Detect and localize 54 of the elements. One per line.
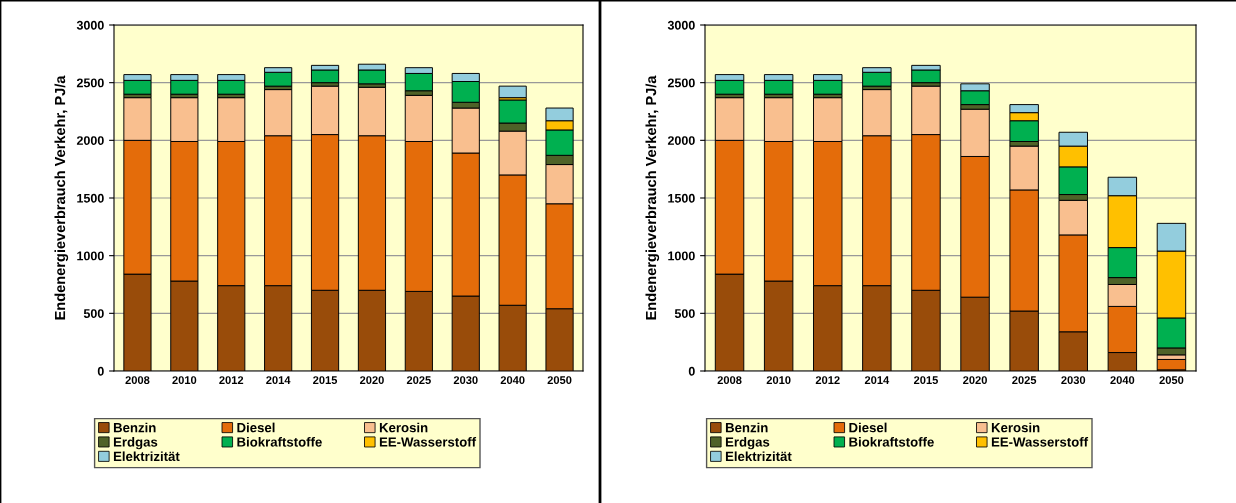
x-tick-label: 2030 <box>1061 376 1086 385</box>
x-tick-label: 2015 <box>913 376 938 385</box>
y-tick-label: 2500 <box>667 78 695 88</box>
legend-label: Elektrizität <box>725 451 792 462</box>
bar <box>264 71 293 87</box>
x-tick-label: 2012 <box>219 376 244 385</box>
y-tick-label: 2500 <box>76 78 104 88</box>
x-tick-label: 2050 <box>1159 376 1184 385</box>
y-axis-title: Endenergieverbrauch Verkehr, PJ/a <box>54 75 69 320</box>
x-tick-label: 2014 <box>266 376 291 385</box>
x-tick-label: 2040 <box>1110 376 1135 385</box>
x-tick-label: 2010 <box>766 376 791 385</box>
y-tick-label: 3000 <box>76 20 104 30</box>
x-tick-label: 2012 <box>815 376 840 385</box>
legend-label: EE-Wasserstoff <box>991 436 1089 447</box>
x-tick-label: 2025 <box>1012 376 1037 385</box>
x-tick-label: 2020 <box>963 376 987 385</box>
y-tick-label: 1500 <box>77 193 104 203</box>
legend-label: Biokraftstoffe <box>237 436 322 447</box>
legend-label: Erdgas <box>113 436 158 450</box>
x-tick-label: 2015 <box>313 376 338 385</box>
x-tick-label: 2008 <box>717 376 742 385</box>
bar <box>911 69 941 84</box>
legend-label: Kerosin <box>379 422 428 433</box>
y-tick-label: 2000 <box>76 136 104 145</box>
x-tick-label: 2025 <box>406 376 431 385</box>
legend-label: Diesel <box>237 422 275 433</box>
y-tick-label: 1000 <box>77 251 104 261</box>
x-tick-label: 2010 <box>172 376 197 385</box>
y-tick-label: 0 <box>97 366 104 376</box>
y-tick-label: 1000 <box>668 251 695 261</box>
y-tick-label: 500 <box>83 309 104 318</box>
legend-label: Diesel <box>849 422 887 433</box>
x-tick-label: 2020 <box>359 376 384 385</box>
x-tick-label: 2040 <box>500 376 525 385</box>
legend-label: EE-Wasserstoff <box>379 436 477 447</box>
y-tick-label: 0 <box>688 366 695 376</box>
bar <box>862 71 892 87</box>
legend-label: Benzin <box>725 422 768 433</box>
x-tick-label: 2030 <box>453 376 478 385</box>
legend-label: Erdgas <box>725 436 770 450</box>
x-tick-label: 2050 <box>547 376 572 385</box>
legend-label: Benzin <box>113 422 156 433</box>
y-tick-label: 1500 <box>668 193 695 203</box>
legend-label: Kerosin <box>991 422 1040 433</box>
x-tick-label: 2014 <box>864 376 890 385</box>
y-tick-label: 3000 <box>667 20 695 30</box>
y-axis-title: Endenergieverbrauch Verkehr, PJ/a <box>645 75 660 320</box>
legend-label: Biokraftstoffe <box>849 436 934 447</box>
y-tick-label: 2000 <box>667 136 695 145</box>
legend-label: Elektrizität <box>113 451 180 462</box>
bar <box>498 85 527 99</box>
x-tick-label: 2008 <box>125 376 150 385</box>
y-tick-label: 500 <box>674 309 695 318</box>
